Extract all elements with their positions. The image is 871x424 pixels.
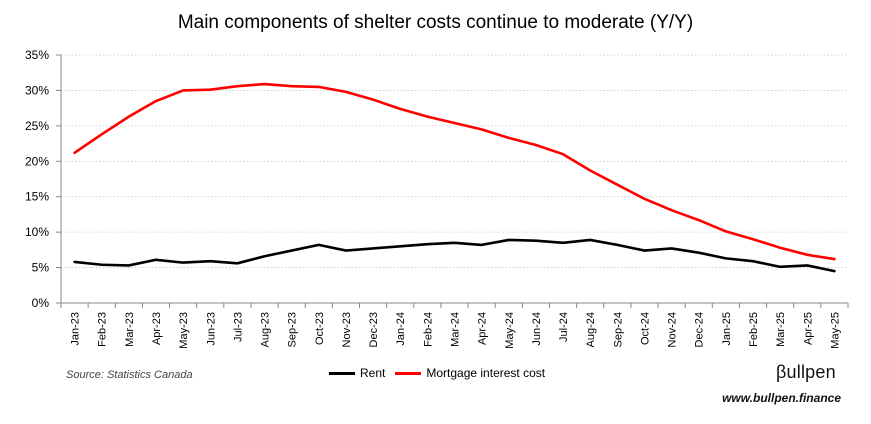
legend-swatch-rent bbox=[329, 371, 355, 375]
x-tick-label: Jul-23 bbox=[232, 312, 244, 342]
x-tick-label: Feb-25 bbox=[748, 312, 760, 347]
x-tick-label: Sep-23 bbox=[287, 312, 299, 347]
x-tick-label: Jan-24 bbox=[395, 312, 407, 346]
y-tick-label: 10% bbox=[25, 225, 49, 239]
x-tick-label: May-25 bbox=[829, 312, 841, 349]
x-tick-label: Jan-25 bbox=[721, 312, 733, 346]
x-tick-label: Jun-24 bbox=[531, 312, 543, 346]
y-tick-label: 25% bbox=[25, 119, 49, 133]
axes bbox=[56, 54, 849, 308]
brand-url[interactable]: www.bullpen.finance bbox=[722, 391, 841, 405]
brand-logo: βullpen bbox=[776, 362, 836, 382]
legend: Rent Mortgage interest cost bbox=[329, 366, 555, 380]
x-tick-labels: Jan-23 Feb-23 Mar-23 Apr-23 May-23 Jun-23 Jul-… bbox=[70, 312, 842, 349]
x-tick-label: Feb-24 bbox=[422, 312, 434, 347]
series-line-rent bbox=[73, 238, 836, 273]
x-tick-label: Dec-24 bbox=[694, 312, 706, 347]
x-tick-label: Mar-25 bbox=[775, 312, 787, 347]
y-tick-label: 30% bbox=[25, 83, 49, 97]
chart-title: Main components of shelter costs continu… bbox=[177, 12, 694, 33]
y-tick-label: 0% bbox=[32, 296, 50, 310]
y-tick-labels: 0% 5% 10% 15% 20% 25% 30% 35% bbox=[25, 48, 49, 310]
x-tick-label: Jun-23 bbox=[205, 312, 217, 346]
x-tick-label: Apr-25 bbox=[802, 312, 814, 345]
x-tick-label: Mar-23 bbox=[124, 312, 136, 347]
x-tick-label: Nov-23 bbox=[341, 312, 353, 347]
y-tick-label: 20% bbox=[25, 154, 49, 168]
x-tick-label: Oct-23 bbox=[314, 312, 326, 345]
x-tick-label: May-24 bbox=[504, 312, 516, 349]
x-tick-label: Apr-24 bbox=[477, 312, 489, 345]
y-tick-label: 5% bbox=[32, 261, 50, 275]
x-tick-label: Apr-23 bbox=[151, 312, 163, 345]
x-tick-label: Mar-24 bbox=[450, 312, 462, 347]
legend-swatch-mortgage bbox=[395, 371, 422, 375]
x-tick-label: Nov-24 bbox=[667, 312, 679, 347]
x-tick-label: Dec-23 bbox=[368, 312, 380, 347]
x-tick-label: Aug-24 bbox=[585, 312, 597, 347]
x-tick-label: Sep-24 bbox=[612, 312, 624, 347]
x-tick-label: Jan-23 bbox=[70, 312, 82, 346]
legend-item-mortgage: Mortgage interest cost bbox=[395, 366, 545, 380]
legend-label-mortgage: Mortgage interest cost bbox=[426, 366, 546, 380]
gridlines bbox=[61, 54, 848, 268]
x-tick-label: May-23 bbox=[178, 312, 190, 349]
x-tick-label: Oct-24 bbox=[639, 312, 651, 345]
x-tick-label: Feb-23 bbox=[97, 312, 109, 347]
series-lines bbox=[73, 82, 836, 273]
x-tick-label: Jul-24 bbox=[558, 312, 570, 342]
series-line-mortgage-interest-cost bbox=[73, 82, 836, 261]
x-tick-label: Aug-23 bbox=[260, 312, 272, 347]
y-tick-label: 35% bbox=[25, 48, 49, 62]
legend-item-rent: Rent bbox=[329, 366, 385, 380]
source-note: Source: Statistics Canada bbox=[66, 369, 193, 381]
y-tick-label: 15% bbox=[25, 190, 49, 204]
legend-label-rent: Rent bbox=[360, 366, 386, 380]
